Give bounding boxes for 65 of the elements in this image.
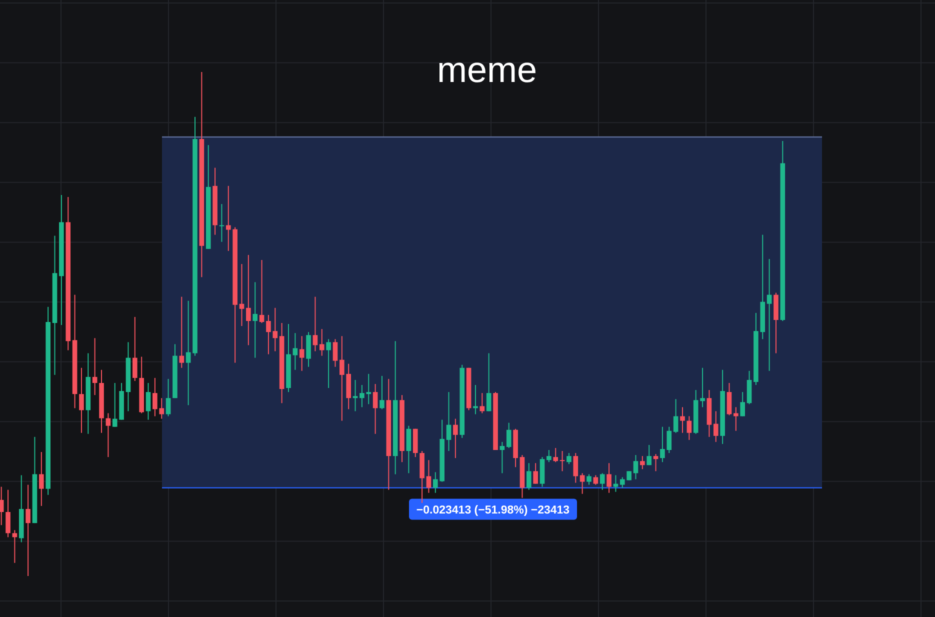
candlestick xyxy=(453,418,458,459)
candlestick xyxy=(12,530,18,564)
candlestick xyxy=(179,296,184,368)
candlestick xyxy=(586,474,592,486)
candlestick xyxy=(106,412,111,458)
candlestick xyxy=(79,367,84,434)
candlestick xyxy=(312,296,318,352)
candlestick xyxy=(426,460,432,494)
candlestick xyxy=(246,254,251,346)
candlestick xyxy=(580,472,585,494)
candlestick xyxy=(259,259,264,324)
candlestick xyxy=(473,384,478,415)
candlestick xyxy=(352,379,358,412)
candlestick xyxy=(92,338,98,396)
candlestick xyxy=(713,410,718,442)
candlestick xyxy=(0,486,4,526)
candlestick xyxy=(640,456,645,470)
candlestick xyxy=(686,416,692,440)
candlestick xyxy=(186,300,191,406)
candlestick xyxy=(446,392,452,452)
candlestick xyxy=(39,452,44,506)
candlestick xyxy=(653,454,658,472)
candlestick xyxy=(553,447,558,463)
candlestick xyxy=(740,392,745,417)
candlestick xyxy=(252,282,258,358)
candlestick xyxy=(306,332,311,368)
candlestick xyxy=(319,328,324,356)
candlestick xyxy=(573,452,578,484)
candlestick xyxy=(600,472,605,490)
candlestick xyxy=(332,338,338,368)
candlestick xyxy=(633,454,638,480)
band-label: −0.023413 (−51.98%) −23413 xyxy=(416,504,570,516)
candlestick xyxy=(533,462,538,484)
candlestick xyxy=(766,258,772,372)
candlestick xyxy=(546,450,552,463)
candlestick xyxy=(372,383,378,434)
candlestick xyxy=(166,378,171,417)
candlestick xyxy=(292,332,298,370)
candlestick xyxy=(673,398,678,434)
candlestick xyxy=(406,425,412,474)
candlestick xyxy=(146,382,151,420)
candlestick xyxy=(500,441,505,474)
candlestick xyxy=(486,352,492,412)
candlestick xyxy=(646,444,652,466)
candlestick xyxy=(606,462,612,494)
candlestick xyxy=(132,316,138,382)
candlestick xyxy=(726,382,732,416)
candlestick xyxy=(26,484,30,576)
candlestick xyxy=(746,370,752,405)
candlestick xyxy=(6,489,10,538)
candlestick xyxy=(734,406,738,432)
candlestick xyxy=(593,474,598,486)
candlestick xyxy=(380,375,384,410)
candlestick xyxy=(299,336,304,372)
candlestick xyxy=(239,264,244,327)
candlestick xyxy=(506,422,512,448)
candlestick xyxy=(219,204,224,242)
candlestick xyxy=(560,450,565,472)
candlestick xyxy=(680,406,685,434)
candlestick xyxy=(526,462,532,490)
candlestick xyxy=(326,338,331,389)
candlestick xyxy=(566,452,572,465)
candlestick xyxy=(480,392,485,414)
candlestick xyxy=(613,474,618,492)
chart-title: meme xyxy=(436,49,538,90)
